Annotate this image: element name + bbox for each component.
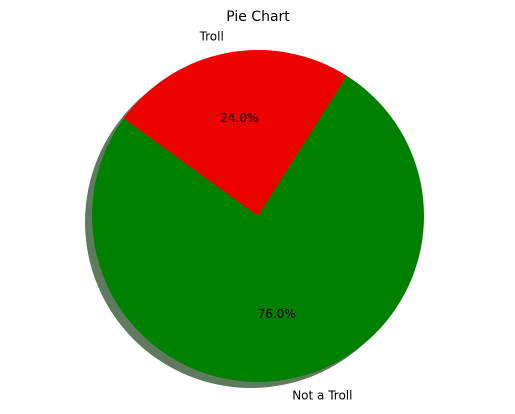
pie-category-label-not-a-troll: Not a Troll — [292, 388, 352, 402]
pie-category-label-troll: Troll — [199, 30, 224, 44]
pie-slice-troll — [123, 50, 347, 216]
chart-title: Pie Chart — [226, 9, 290, 25]
pie-pct-label-troll: 24.0% — [220, 111, 258, 125]
pie-slices — [92, 50, 424, 383]
pie-labels: 24.0% Troll 76.0% Not a Troll — [199, 30, 353, 403]
pie-slice-not-a-troll — [92, 75, 424, 383]
pie-pct-label-not-a-troll: 76.0% — [258, 307, 296, 321]
